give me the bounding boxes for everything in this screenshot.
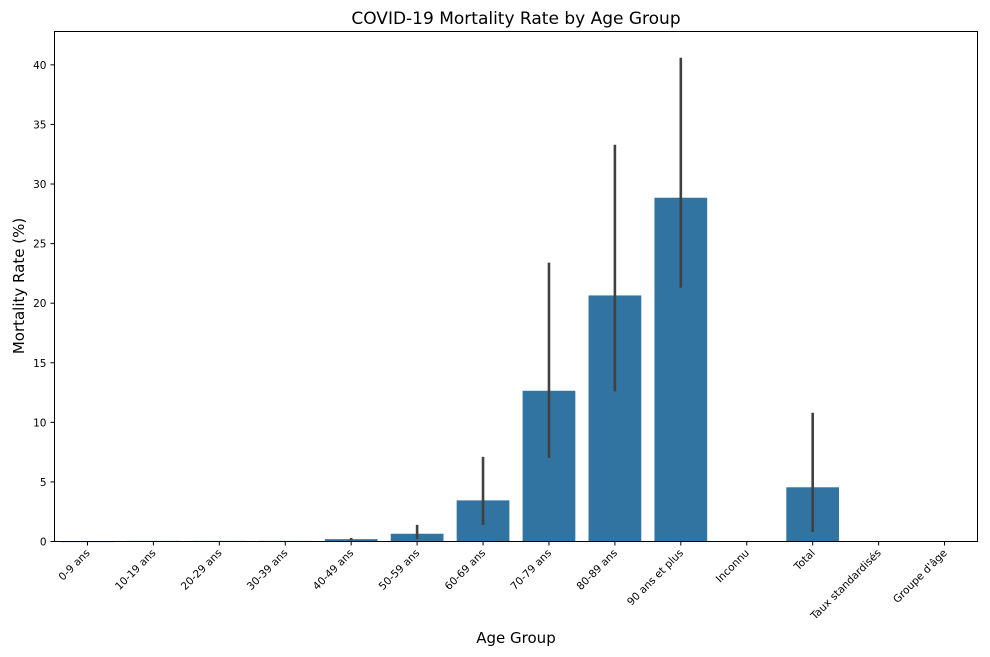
x-tick-label: 20-29 ans: [179, 547, 225, 593]
y-tick-label: 35: [33, 119, 46, 131]
x-tick-label: 40-49 ans: [311, 547, 357, 593]
y-tick-label: 15: [33, 358, 46, 370]
chart-title: COVID-19 Mortality Rate by Age Group: [351, 9, 680, 29]
plot-frame: [54, 31, 978, 542]
x-tick-label: Inconnu: [714, 547, 752, 585]
x-tick-label: Groupe d'âge: [891, 547, 950, 606]
y-tick-label: 30: [33, 179, 46, 191]
error-bars-layer: [349, 57, 814, 541]
y-tick-label: 20: [33, 298, 46, 310]
x-tick-label: 70-79 ans: [509, 547, 555, 593]
y-tick-label: 5: [40, 477, 47, 489]
x-axis-label: Age Group: [476, 629, 555, 647]
y-tick-label: 10: [33, 417, 46, 429]
x-tick-label: 0-9 ans: [56, 547, 92, 583]
y-axis: 0 5 10 15 20 25 30 35 40: [33, 60, 55, 549]
x-axis: 0-9 ans 10-19 ans 20-29 ans 30-39 ans 40-49 …: [56, 541, 950, 623]
bars-layer: [61, 197, 840, 543]
y-tick-label: 40: [33, 60, 46, 72]
y-tick-label: 25: [33, 239, 46, 251]
x-tick-label: 90 ans et plus: [625, 547, 686, 608]
x-tick-label: Taux standardisés: [808, 547, 884, 623]
x-tick-label: 50-59 ans: [377, 547, 423, 593]
x-tick-label: 80-89 ans: [574, 547, 620, 593]
y-axis-label: Mortality Rate (%): [10, 218, 28, 354]
x-tick-label: 10-19 ans: [113, 547, 159, 593]
x-tick-label: 60-69 ans: [443, 547, 489, 593]
y-tick-label: 0: [40, 537, 47, 549]
x-tick-label: 30-39 ans: [245, 547, 291, 593]
x-tick-label: Total: [791, 547, 818, 574]
